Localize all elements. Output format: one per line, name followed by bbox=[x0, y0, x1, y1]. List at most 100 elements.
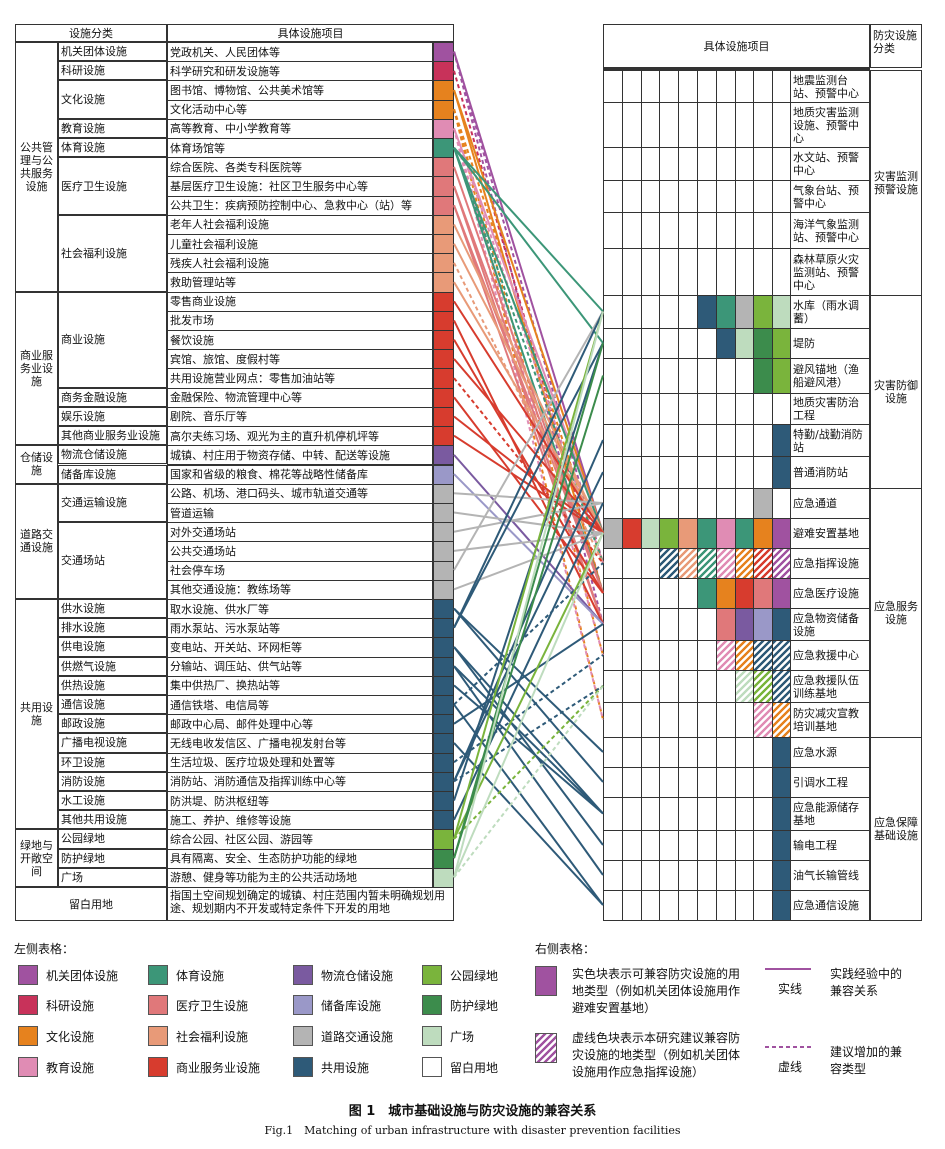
legend-label: 医疗卫生设施 bbox=[176, 998, 249, 1013]
practice-compat-line bbox=[453, 300, 604, 534]
facility-row-text: 共用设施营业网点：零售加油站等 bbox=[170, 372, 335, 386]
disaster-facility-row-text: 堤防 bbox=[793, 337, 815, 350]
disaster-category-text: 灾害防御设施 bbox=[874, 379, 918, 405]
legend-swatch bbox=[18, 995, 38, 1015]
legend-label: 留白用地 bbox=[450, 1060, 499, 1075]
facility-row-text: 公共交通场站 bbox=[170, 544, 236, 558]
practice-compat-line bbox=[453, 320, 604, 625]
facility-row-text: 儿童社会福利设施 bbox=[170, 237, 258, 251]
legend-item: 机关团体设施 bbox=[18, 965, 118, 985]
sub-category: 医疗卫生设施 bbox=[58, 157, 167, 215]
legend-label: 公园绿地 bbox=[450, 968, 499, 983]
reserved-land-text-text: 指国土空间规划确定的城镇、村庄范围内暂未明确规划用途、规划期内不开发或特定条件下… bbox=[170, 889, 445, 915]
sub-category-text: 社会福利设施 bbox=[61, 246, 127, 260]
left-header-category-text: 设施分类 bbox=[69, 26, 113, 40]
facility-row-text: 施工、养护、维修等设施 bbox=[170, 813, 291, 827]
practice-compat-line bbox=[453, 281, 604, 534]
sub-category: 交通运输设施 bbox=[58, 483, 167, 523]
legend-label: 体育设施 bbox=[176, 968, 225, 983]
disaster-facility-row-text: 水库（雨水调蓄） bbox=[793, 299, 859, 325]
legend-label: 科研设施 bbox=[46, 998, 95, 1013]
major-category-text: 商业服务业设施 bbox=[20, 348, 53, 388]
legend-item: 商业服务业设施 bbox=[148, 1057, 260, 1077]
disaster-facility-row: 地质灾害监测设施、预警中心 bbox=[790, 102, 870, 148]
disaster-facility-row-text: 应急指挥设施 bbox=[793, 557, 859, 570]
solid-line-label: 实线 bbox=[778, 982, 803, 996]
practice-compat-line bbox=[453, 607, 604, 753]
facility-row-text: 科学研究和研发设施等 bbox=[170, 64, 280, 78]
facility-row-text: 救助管理站等 bbox=[170, 276, 236, 290]
legend-swatch bbox=[18, 1057, 38, 1077]
sub-category: 通信设施 bbox=[58, 694, 167, 715]
facility-row-text: 防洪堤、防洪枢纽等 bbox=[170, 794, 269, 808]
sub-category: 环卫设施 bbox=[58, 752, 167, 772]
sub-category-text: 消防设施 bbox=[61, 774, 105, 788]
disaster-category-text: 灾害监测预警设施 bbox=[874, 170, 918, 196]
sub-category-text: 交通运输设施 bbox=[61, 496, 127, 510]
sub-category: 供燃气设施 bbox=[58, 656, 167, 676]
solid-compat-block bbox=[772, 456, 791, 489]
legend-item: 体育设施 bbox=[148, 965, 224, 985]
sub-category: 商务金融设施 bbox=[58, 387, 167, 407]
disaster-facility-row-text: 普通消防站 bbox=[793, 466, 848, 479]
practice-compat-line bbox=[453, 358, 604, 534]
major-category: 商业服务业设施 bbox=[15, 291, 58, 446]
legend-item: 科研设施 bbox=[18, 995, 94, 1015]
practice-compat-line bbox=[453, 311, 604, 571]
sub-category-text: 邮政设施 bbox=[61, 717, 105, 731]
facility-row-text: 公共卫生：疾病预防控制中心、急救中心（站）等 bbox=[170, 199, 412, 213]
major-category-text: 道路交通设施 bbox=[20, 528, 53, 555]
facility-row-text: 集中供热厂、换热站等 bbox=[170, 679, 280, 693]
sub-category-text: 公园绿地 bbox=[61, 832, 105, 846]
sub-category-text: 体育设施 bbox=[61, 141, 105, 155]
sub-category-text: 水工设施 bbox=[61, 794, 105, 808]
legend-label: 共用设施 bbox=[321, 1060, 370, 1075]
legend-swatch bbox=[293, 1057, 313, 1077]
legend-swatch bbox=[422, 995, 442, 1015]
sub-category-text: 商务金融设施 bbox=[61, 390, 127, 404]
facility-row-text: 文化活动中心等 bbox=[170, 103, 247, 117]
disaster-facility-row: 气象台站、预警中心 bbox=[790, 180, 870, 213]
legend-label: 教育设施 bbox=[46, 1060, 95, 1075]
solid-compat-block bbox=[772, 358, 791, 394]
legend-swatch bbox=[293, 995, 313, 1015]
practice-compat-line bbox=[453, 243, 604, 534]
sub-category: 教育设施 bbox=[58, 118, 167, 139]
practice-compat-line bbox=[453, 311, 604, 629]
sub-category: 水工设施 bbox=[58, 790, 167, 811]
disaster-facility-row: 森林草原火灾监测站、预警中心 bbox=[790, 248, 870, 296]
facility-row-text: 生活垃圾、医疗垃圾处理和处置等 bbox=[170, 756, 335, 770]
right-header-items-text: 具体设施项目 bbox=[703, 39, 770, 53]
suggested-compat-line bbox=[453, 562, 604, 706]
legend-label: 储备库设施 bbox=[321, 998, 382, 1013]
practice-compat-line bbox=[453, 646, 604, 815]
disaster-category-text: 应急服务设施 bbox=[874, 600, 918, 626]
legend-item: 社会福利设施 bbox=[148, 1026, 248, 1046]
facility-row-text: 公路、机场、港口码头、城市轨道交通等 bbox=[170, 487, 368, 501]
reserved-land-text: 指国土空间规划确定的城镇、村庄范围内暂未明确规划用途、规划期内不开发或特定条件下… bbox=[167, 887, 454, 921]
sub-category: 防护绿地 bbox=[58, 848, 167, 868]
practice-compat-line bbox=[453, 147, 604, 534]
legend-swatch bbox=[148, 995, 168, 1015]
sub-category: 机关团体设施 bbox=[58, 42, 167, 62]
sub-category-text: 其他商业服务业设施 bbox=[61, 429, 160, 443]
practice-compat-line bbox=[453, 147, 604, 344]
practice-compat-line bbox=[453, 147, 604, 594]
sub-category: 交通场站 bbox=[58, 522, 167, 599]
sub-category: 供热设施 bbox=[58, 675, 167, 695]
legend-swatch bbox=[293, 965, 313, 985]
practice-compat-line bbox=[453, 339, 604, 594]
sub-category: 其他商业服务业设施 bbox=[58, 426, 167, 446]
practice-compat-line bbox=[453, 492, 604, 504]
solid-block-swatch bbox=[535, 966, 557, 996]
facility-row-text: 宾馆、旅馆、度假村等 bbox=[170, 352, 280, 366]
practice-compat-line bbox=[453, 703, 604, 906]
disaster-facility-row-text: 引调水工程 bbox=[793, 776, 848, 789]
disaster-category: 应急保障基础设施 bbox=[870, 737, 922, 921]
legend-swatch bbox=[422, 965, 442, 985]
facility-row-text: 变电站、开关站、环网柜等 bbox=[170, 640, 302, 654]
sub-category-text: 储备库设施 bbox=[61, 467, 116, 481]
disaster-facility-row-text: 地质灾害监测设施、预警中心 bbox=[793, 105, 859, 145]
dashed-line-text: 建议增加的兼容类型 bbox=[830, 1045, 903, 1076]
facility-row-text: 老年人社会福利设施 bbox=[170, 218, 269, 232]
